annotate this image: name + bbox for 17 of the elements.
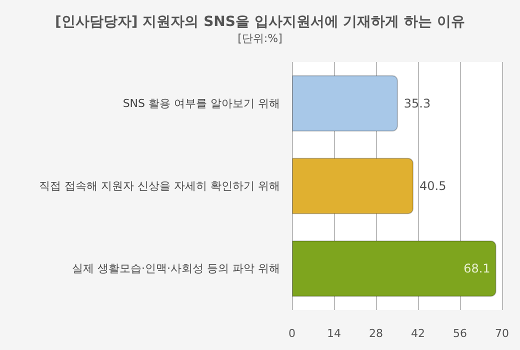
bar	[292, 158, 414, 214]
chart-subtitle: [단위:%]	[238, 32, 282, 45]
chart-title: [인사담당자] 지원자의 SNS을 입사지원서에 기재하게 하는 이유	[55, 14, 465, 30]
bar	[292, 75, 398, 132]
x-tick-label: 56	[453, 327, 467, 340]
data-label: 35.3	[404, 96, 431, 110]
y-tick-label: 실제 생활모습·인맥·사회성 등의 파악 위해	[72, 262, 280, 276]
x-tick-label: 28	[369, 327, 383, 340]
x-tick-label: 0	[288, 327, 296, 340]
x-tick-label: 14	[327, 327, 341, 340]
bar	[292, 240, 496, 297]
y-tick-label: SNS 활용 여부를 알아보기 위해	[122, 96, 280, 110]
y-tick-label: 직접 접속해 지원자 신상을 자세히 확인하기 위해	[39, 180, 280, 192]
data-label: 68.1	[464, 262, 490, 276]
x-tick-label: 70	[495, 327, 509, 340]
x-tick-label: 42	[411, 327, 425, 340]
data-label: 40.5	[420, 179, 446, 193]
